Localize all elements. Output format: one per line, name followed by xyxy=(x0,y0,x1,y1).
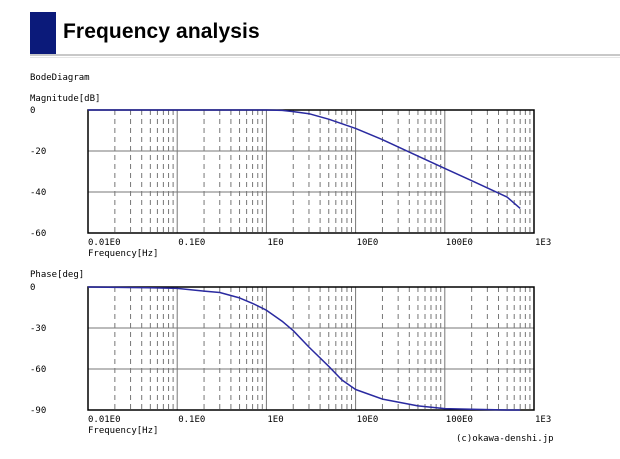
y-tick-label: -30 xyxy=(30,324,46,334)
x-tick-label: 10E0 xyxy=(357,415,379,425)
y-tick-label: -20 xyxy=(30,147,46,157)
y-axis-label: Magnitude[dB] xyxy=(30,94,100,104)
plot-frame xyxy=(87,286,535,411)
plot-frame xyxy=(87,109,535,234)
copyright-text: (c)okawa-denshi.jp xyxy=(456,434,554,444)
y-tick-label: -60 xyxy=(30,229,46,239)
x-tick-label: 0.01E0 xyxy=(88,238,121,248)
phase-plot: Phase[deg] 0 -30 -60 -90 0.01E0 0.1E0 1E0 10E0 10… xyxy=(30,270,551,436)
x-axis-label: Frequency[Hz] xyxy=(88,426,158,436)
x-tick-label: 0.1E0 xyxy=(178,238,205,248)
y-tick-label: -40 xyxy=(30,188,46,198)
y-axis-label: Phase[deg] xyxy=(30,270,84,280)
y-tick-label: -90 xyxy=(30,406,46,416)
x-tick-label: 1E3 xyxy=(535,238,551,248)
x-axis-label: Frequency[Hz] xyxy=(88,249,158,259)
diagram-title: BodeDiagram xyxy=(30,73,90,83)
x-tick-label: 1E0 xyxy=(267,415,283,425)
x-tick-label: 0.01E0 xyxy=(88,415,121,425)
x-tick-label: 0.1E0 xyxy=(178,415,205,425)
x-tick-label: 1E0 xyxy=(267,238,283,248)
phase-curve xyxy=(87,286,521,411)
header-divider-shadow xyxy=(30,57,620,58)
magnitude-plot: Magnitude[dB] 0 -20 -40 -60 0.01E0 0.1E0 1E0 10E… xyxy=(30,94,551,259)
y-tick-label: 0 xyxy=(30,283,35,293)
x-tick-label: 100E0 xyxy=(446,238,473,248)
y-tick-label: -60 xyxy=(30,365,46,375)
magnitude-curve xyxy=(88,109,521,209)
x-tick-label: 10E0 xyxy=(357,238,379,248)
header-accent-bar xyxy=(30,12,56,54)
x-tick-label: 1E3 xyxy=(535,415,551,425)
header-divider xyxy=(30,54,620,56)
x-tick-label: 100E0 xyxy=(446,415,473,425)
page-title: Frequency analysis xyxy=(63,20,260,43)
y-tick-label: 0 xyxy=(30,106,35,116)
